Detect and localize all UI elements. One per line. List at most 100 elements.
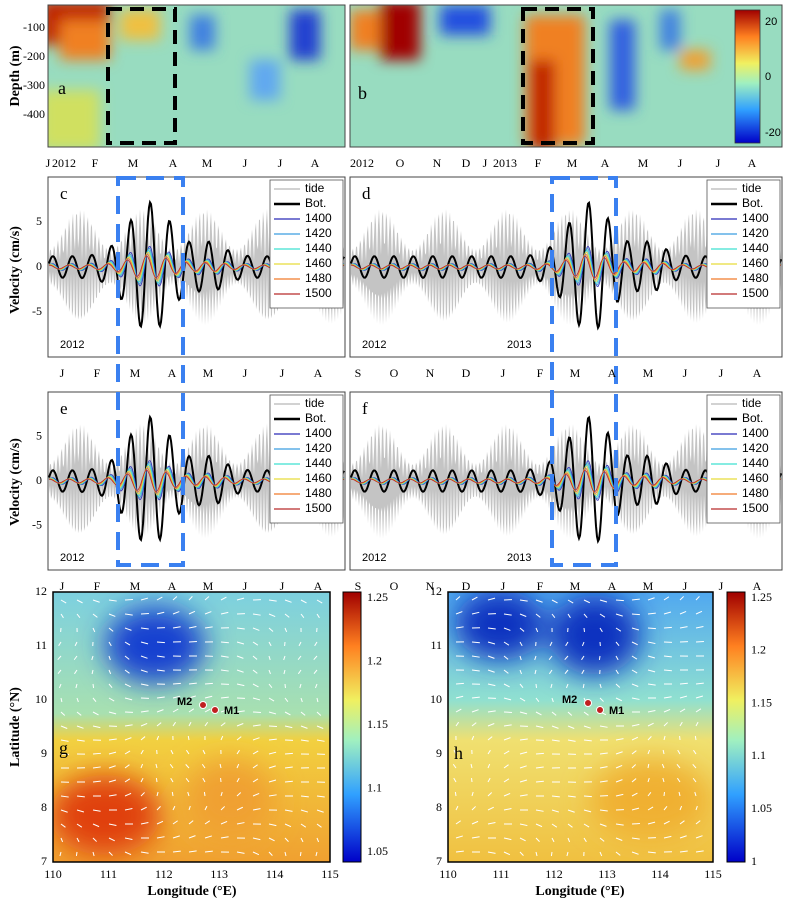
- label: J: [683, 366, 688, 380]
- current-arrow: [252, 683, 259, 688]
- label: M1: [609, 705, 624, 717]
- current-arrow: [236, 710, 245, 713]
- current-arrow: [471, 820, 479, 825]
- current-arrow: [204, 626, 213, 629]
- current-arrow: [203, 791, 206, 797]
- label: 1480: [305, 271, 332, 285]
- current-arrow: [316, 613, 320, 619]
- label: M: [202, 156, 213, 170]
- label: J: [683, 579, 688, 593]
- current-arrow: [236, 655, 244, 659]
- current-arrow: [108, 627, 114, 632]
- current-arrow: [519, 779, 528, 783]
- label: 2012: [362, 552, 386, 564]
- current-arrow: [599, 837, 605, 842]
- current-arrow: [471, 669, 480, 672]
- current-arrow: [92, 766, 101, 769]
- current-arrow: [300, 599, 307, 604]
- current-arrow: [108, 711, 117, 715]
- label: J: [501, 366, 506, 380]
- current-arrow: [316, 823, 322, 828]
- current-arrow: [185, 764, 190, 769]
- current-arrow: [124, 764, 130, 769]
- label: 1480: [742, 271, 769, 285]
- current-arrow: [284, 627, 288, 633]
- label: J: [278, 156, 283, 170]
- current-arrow: [599, 766, 608, 769]
- current-arrow: [676, 777, 681, 783]
- current-arrow: [615, 683, 621, 688]
- current-arrow: [252, 641, 259, 646]
- current-arrow: [300, 725, 308, 729]
- current-arrow: [300, 809, 309, 813]
- current-arrow: [503, 792, 511, 797]
- station: [211, 706, 219, 714]
- current-arrow: [220, 655, 229, 658]
- label: M: [643, 366, 654, 380]
- frame: [47, 4, 346, 148]
- label: -300: [23, 78, 45, 92]
- current-arrow: [679, 596, 685, 601]
- current-arrow: [695, 820, 701, 825]
- current-arrow: [679, 626, 688, 629]
- current-arrow: [551, 697, 554, 703]
- current-arrow: [695, 610, 703, 615]
- label: 2012: [52, 156, 76, 170]
- legend-box: [706, 394, 781, 524]
- label: d: [362, 184, 371, 203]
- label: tide: [742, 396, 762, 410]
- current-arrow: [519, 655, 522, 661]
- current-arrow: [631, 807, 640, 811]
- current-arrow: [124, 724, 133, 727]
- current-arrow: [453, 777, 457, 783]
- current-arrow: [695, 626, 704, 629]
- current-arrow: [551, 837, 555, 843]
- current-arrow: [679, 805, 683, 811]
- current-arrow: [599, 627, 603, 633]
- label: tide: [742, 181, 762, 195]
- label: J: [719, 366, 724, 380]
- current-arrow: [284, 766, 293, 769]
- current-arrow: [599, 613, 606, 618]
- current-arrow: [455, 850, 464, 853]
- current-arrow: [615, 711, 624, 714]
- current-arrow: [663, 820, 670, 825]
- current-arrow: [567, 711, 573, 716]
- current-arrow: [300, 613, 305, 619]
- current-arrow: [519, 738, 528, 741]
- current-arrow: [583, 837, 587, 843]
- current-arrow: [314, 641, 318, 647]
- current-arrow: [455, 820, 462, 825]
- current-arrow: [647, 641, 656, 645]
- current-arrow: [156, 735, 160, 741]
- current-arrow: [268, 697, 275, 702]
- current-arrow: [455, 695, 464, 699]
- current-arrow: [503, 669, 509, 674]
- current-arrow: [108, 599, 117, 602]
- current-arrow: [663, 655, 672, 658]
- current-arrow: [599, 725, 608, 728]
- label: -5: [32, 304, 42, 318]
- current-arrow: [74, 669, 78, 675]
- highlight-box: [521, 7, 595, 145]
- current-arrow: [156, 655, 165, 658]
- current-arrow: [663, 626, 672, 629]
- current-arrow: [74, 641, 78, 647]
- current-arrow: [220, 722, 226, 727]
- current-arrow: [252, 808, 261, 811]
- current-arrow: [583, 711, 589, 716]
- current-arrow: [647, 777, 650, 783]
- current-arrow: [140, 749, 144, 755]
- label: F: [92, 156, 99, 170]
- current-arrow: [535, 599, 543, 603]
- current-arrow: [503, 808, 512, 811]
- current-arrow: [663, 722, 669, 727]
- label: 1420: [305, 226, 332, 240]
- current-arrow: [455, 611, 463, 615]
- current-arrow: [140, 777, 144, 783]
- label: 1480: [305, 486, 332, 500]
- current-arrow: [615, 764, 623, 769]
- current-arrow: [455, 682, 464, 685]
- current-arrow: [679, 695, 688, 699]
- current-arrow: [316, 739, 325, 742]
